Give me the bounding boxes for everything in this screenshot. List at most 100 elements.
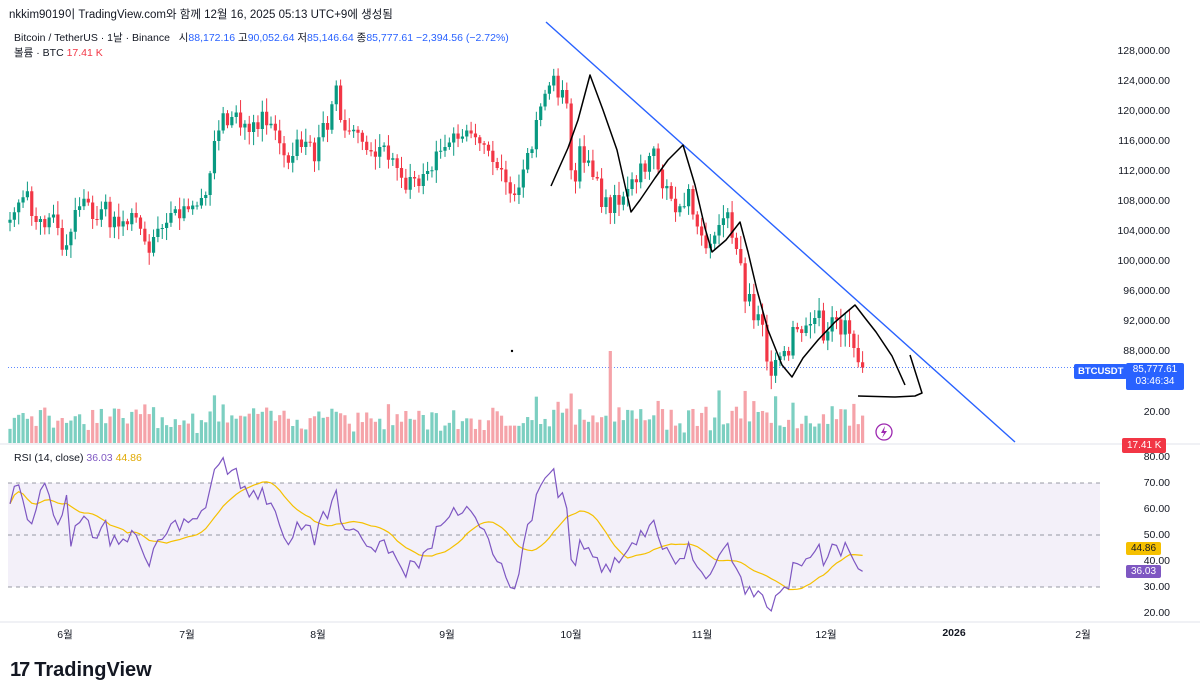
candle-body <box>360 132 364 142</box>
rsi-line <box>9 456 863 613</box>
volume-bar <box>395 414 399 443</box>
candle-body <box>695 214 699 227</box>
volume-bar <box>25 418 29 443</box>
candle-body <box>138 217 143 229</box>
candle-body <box>717 225 721 236</box>
volume-bar <box>508 425 512 443</box>
volume-bar <box>469 418 473 443</box>
candle-body <box>230 117 234 126</box>
candle-body <box>412 177 417 179</box>
volume-bar <box>182 420 186 443</box>
time-tick: 10월 <box>560 629 582 641</box>
price-tick: 88,000.00 <box>1123 345 1170 357</box>
candle-body <box>604 197 608 207</box>
volume-bar <box>412 419 417 443</box>
candle-body <box>482 143 486 145</box>
candle-body <box>382 145 386 147</box>
volume-bar <box>821 414 826 443</box>
volume-bar <box>430 412 434 443</box>
candle-body <box>373 151 377 157</box>
candle-body <box>417 178 421 186</box>
volume-bar <box>539 424 543 443</box>
candle-body <box>347 130 351 132</box>
candle-body <box>95 219 99 220</box>
volume-label[interactable]: 볼륨 · BTC <box>14 47 64 59</box>
volume-bar <box>243 416 247 443</box>
chart-header-title: nkkim9019이 TradingView.com와 함께 12월 16, 2… <box>9 9 393 21</box>
volume-bar <box>160 417 164 443</box>
volume-bar <box>543 418 547 443</box>
volume-bar <box>808 423 812 443</box>
low-label: 저 <box>297 32 308 44</box>
drawn-zigzag <box>550 74 906 386</box>
volume-bar <box>634 418 638 443</box>
volume-bar <box>356 412 360 443</box>
volume-bar <box>286 418 290 443</box>
candle-body <box>539 106 543 120</box>
tradingview-logo[interactable]: 17 TradingView <box>10 659 152 682</box>
rsi-label[interactable]: RSI (14, close) <box>14 452 84 464</box>
volume-bar <box>743 390 747 443</box>
candle-body <box>386 145 391 160</box>
candle-body <box>861 362 865 368</box>
volume-bar <box>652 415 656 443</box>
candle-body <box>334 85 338 105</box>
volume-bar <box>299 428 304 443</box>
candle-body <box>399 168 404 178</box>
ohlc-legend: Bitcoin / TetherUS · 1날 · Binance 시88,17… <box>14 30 509 45</box>
candle-body <box>665 186 669 189</box>
candle-body <box>434 151 438 171</box>
candle-body <box>291 156 295 163</box>
volume-bar <box>517 425 521 443</box>
candle-body <box>51 214 56 218</box>
volume-bar <box>613 421 617 443</box>
candle-body <box>491 150 495 162</box>
volume-badge: 17.41 K <box>1122 438 1167 453</box>
candle-body <box>151 237 156 253</box>
candle-body <box>282 143 286 156</box>
candle-body <box>534 120 538 150</box>
candle-body <box>852 333 856 348</box>
candle-body <box>847 320 852 334</box>
volume-bar <box>700 412 704 443</box>
volume-bar <box>125 423 130 443</box>
candle-body <box>134 213 138 218</box>
candle-body <box>295 139 299 156</box>
volume-bar <box>347 423 351 443</box>
candle-body <box>104 201 108 210</box>
candle-body <box>265 111 269 126</box>
candle-body <box>178 209 182 219</box>
candle-body <box>813 318 817 324</box>
price-tick: 128,000.00 <box>1117 45 1170 57</box>
symbol-label[interactable]: Bitcoin / TetherUS · 1날 · Binance <box>14 32 170 44</box>
candle-body <box>321 123 325 138</box>
volume-bar <box>804 415 808 443</box>
volume-bar <box>34 425 38 443</box>
volume-bar <box>826 423 830 443</box>
volume-bar <box>478 419 482 443</box>
candle-body <box>17 202 21 213</box>
volume-bar <box>673 425 678 443</box>
volume-bar <box>112 408 116 443</box>
candle-body <box>795 327 799 330</box>
volume-bar <box>312 416 317 443</box>
candle-body <box>821 310 826 341</box>
volume-bar <box>360 422 364 443</box>
candle-body <box>656 148 660 170</box>
candle-body <box>317 137 321 162</box>
volume-bar <box>752 401 756 443</box>
volume-bar <box>465 418 469 443</box>
volume-bar <box>687 410 691 443</box>
candle-body <box>117 216 121 227</box>
volume-bar <box>282 410 286 443</box>
volume-bar <box>447 422 451 443</box>
volume-bar <box>138 414 143 443</box>
volume-bar <box>252 408 256 443</box>
volume-bar <box>82 424 86 443</box>
candle-body <box>800 329 804 333</box>
time-tick: 2월 <box>1075 629 1091 641</box>
candle-body <box>426 171 430 174</box>
volume-bar <box>260 411 264 443</box>
candle-body <box>247 123 251 132</box>
